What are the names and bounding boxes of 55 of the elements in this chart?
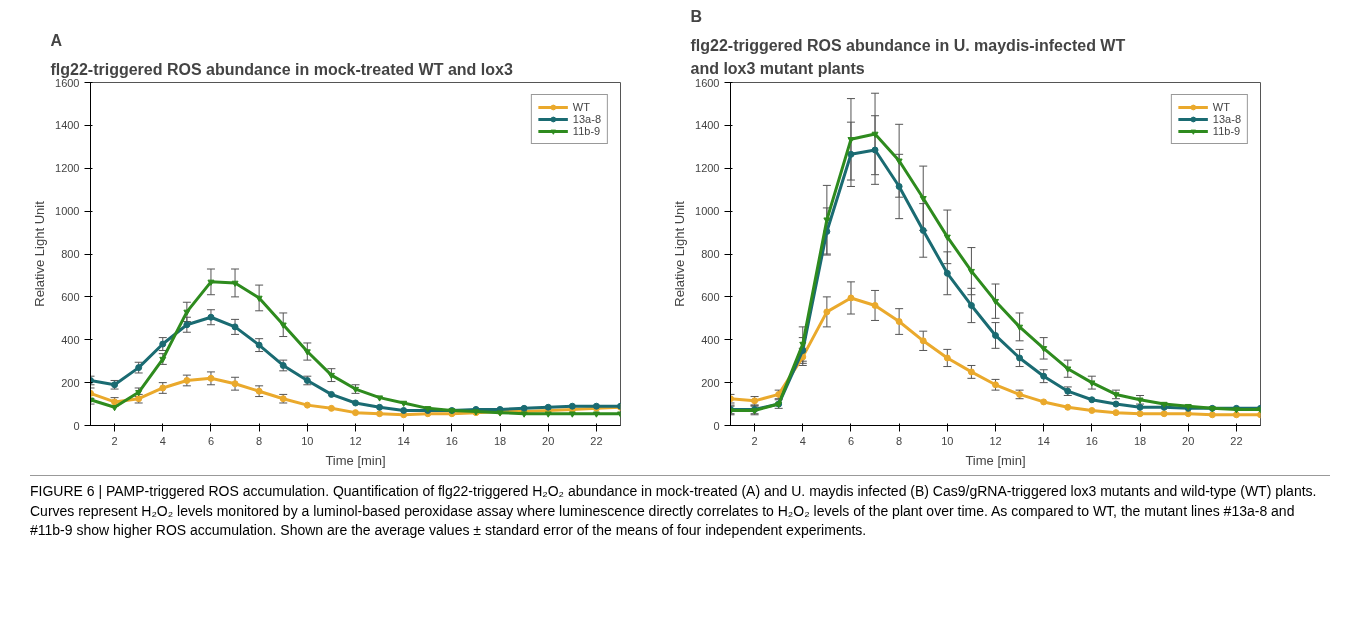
x-tick-label: 2 [751,434,758,447]
y-axis-title: Relative Light Unit [32,200,48,307]
y-tick-label: 800 [61,248,80,260]
x-tick-label: 14 [1037,434,1050,447]
x-tick-label: 12 [989,434,1002,447]
x-tick-label: 10 [301,434,314,447]
text: A [50,31,63,49]
legend-label: 11b-9 [1212,125,1241,137]
x-tick-label: 4 [799,434,806,447]
x-tick-label: 8 [896,434,903,447]
caption: FIGURE 6 | PAMP-triggered ROS accumulation. Quantification of flg22-triggered H₂O₂ abundance in mock-treated (A) and U. maydis infected (B) Cas9/gRNA-triggered lox3 mutants and wild-type (WT) plants. Curves represent H₂O₂ levels monitored by a luminol-based peroxidase assay where luminescence directly correlates to H₂O₂ levels of the plant over time. As compared to WT, the mutant lines #13a-8 and #11b-9 show higher ROS accumulation. Shown are the average values ± standard error of the means of four independent experiments. [30,482,1318,541]
y-tick-label: 400 [701,333,720,346]
y-tick-label: 600 [61,290,80,303]
x-tick-label: 16 [445,434,458,447]
y-tick-label: 0 [713,419,720,432]
legend-label: WT [1212,101,1231,113]
y-tick-label: 1600 [55,76,80,89]
x-tick-label: 8 [256,434,263,447]
y-tick-label: 1400 [695,119,720,132]
x-tick-label: 14 [397,434,410,447]
x-tick-label: 10 [941,434,954,447]
x-tick-label: 4 [159,434,166,447]
y-tick-label: 1000 [55,205,80,218]
x-axis-title: Time [min] [325,452,386,468]
chart-title: flg22-triggered ROS abundance in U. maydis-infected WT and lox3 mutant plants [690,36,1126,78]
x-tick-label: 6 [847,434,855,447]
x-tick-label: 18 [493,434,507,447]
y-tick-label: 1400 [55,119,80,132]
legend-label: WT [572,101,591,113]
y-tick-label: 0 [73,419,80,432]
y-tick-label: 1600 [695,76,720,89]
legend-label: 13a-8 [1212,113,1241,125]
x-tick-label: 22 [590,434,603,447]
x-tick-label: 16 [1085,434,1098,447]
x-tick-label: 18 [1133,434,1147,447]
legend-label: 13a-8 [572,113,601,125]
y-tick-label: 200 [701,376,720,389]
y-tick-label: 200 [61,376,80,389]
x-tick-label: 6 [207,434,215,447]
y-axis-title: Relative Light Unit [672,200,688,307]
y-tick-label: 1000 [695,205,720,218]
text: B [690,7,703,25]
y-tick-label: 400 [61,333,80,346]
x-tick-label: 12 [349,434,362,447]
chart-title: flg22-triggered ROS abundance in mock-treated WT and lox3 [50,60,513,78]
x-tick-label: 20 [1182,434,1195,447]
y-tick-label: 800 [701,248,720,260]
y-tick-label: 1200 [695,162,720,175]
legend-label: 11b-9 [572,125,601,137]
x-tick-label: 2 [111,434,118,447]
y-tick-label: 600 [701,290,720,303]
x-tick-label: 20 [542,434,555,447]
y-tick-label: 1200 [55,162,80,175]
x-axis-title: Time [min] [965,452,1026,468]
x-tick-label: 22 [1230,434,1243,447]
